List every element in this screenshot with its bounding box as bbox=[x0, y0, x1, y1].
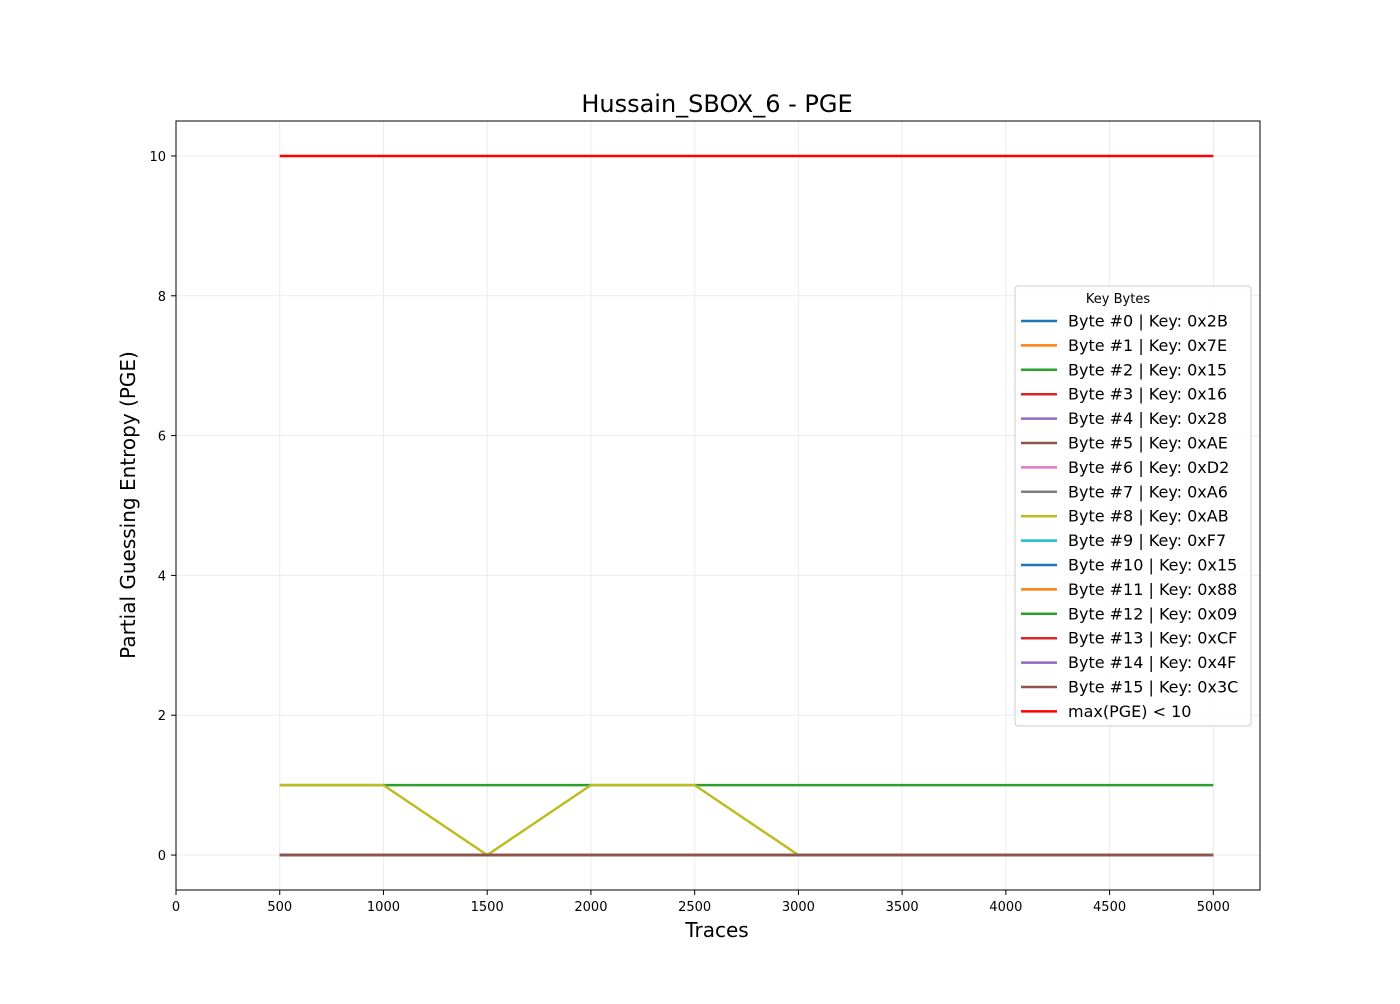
y-tick-label: 10 bbox=[149, 150, 166, 165]
legend-entry-label: Byte #12 | Key: 0x09 bbox=[1068, 604, 1237, 623]
legend-entry-label: Byte #14 | Key: 0x4F bbox=[1068, 653, 1236, 672]
x-tick-label: 3500 bbox=[886, 900, 919, 915]
legend-entry-label: Byte #4 | Key: 0x28 bbox=[1068, 409, 1227, 428]
x-axis-label: Traces bbox=[684, 918, 748, 942]
x-tick-label: 0 bbox=[172, 900, 180, 915]
legend-entry-label: Byte #13 | Key: 0xCF bbox=[1068, 629, 1237, 648]
legend-entry-label: Byte #1 | Key: 0x7E bbox=[1068, 336, 1227, 355]
legend-entry-label: Byte #3 | Key: 0x16 bbox=[1068, 385, 1227, 404]
x-tick-label: 4500 bbox=[1093, 900, 1126, 915]
legend-entry-label: Byte #0 | Key: 0x2B bbox=[1068, 312, 1228, 331]
x-tick-label: 1500 bbox=[471, 900, 504, 915]
x-tick-label: 1000 bbox=[367, 900, 400, 915]
x-tick-label: 4000 bbox=[989, 900, 1022, 915]
x-tick-label: 2500 bbox=[678, 900, 711, 915]
legend-entry-label: Byte #9 | Key: 0xF7 bbox=[1068, 531, 1226, 550]
chart-legend: Key Bytes Byte #0 | Key: 0x2B Byte #1 | Ke… bbox=[1014, 285, 1252, 727]
y-tick-label: 0 bbox=[158, 849, 166, 864]
y-tick-label: 6 bbox=[158, 430, 166, 445]
legend-entry-label: Byte #7 | Key: 0xA6 bbox=[1068, 482, 1228, 501]
legend-entry-label: Byte #8 | Key: 0xAB bbox=[1068, 507, 1229, 526]
x-tick-label: 3000 bbox=[782, 900, 815, 915]
legend-entry-label: max(PGE) < 10 bbox=[1068, 702, 1191, 721]
legend-entry-label: Byte #6 | Key: 0xD2 bbox=[1068, 458, 1229, 477]
plot-frame bbox=[175, 120, 1261, 891]
legend-entry-label: Byte #11 | Key: 0x88 bbox=[1068, 580, 1237, 599]
y-tick-label: 2 bbox=[158, 709, 166, 724]
legend-entry-label: Byte #5 | Key: 0xAE bbox=[1068, 434, 1228, 453]
chart-title: Hussain_SBOX_6 - PGE bbox=[581, 90, 852, 118]
x-tick-label: 5000 bbox=[1197, 900, 1230, 915]
legend-box bbox=[1014, 285, 1252, 727]
y-tick-label: 8 bbox=[158, 290, 166, 305]
y-tick-label: 4 bbox=[158, 569, 166, 584]
y-axis-label: Partial Guessing Entropy (PGE) bbox=[116, 351, 140, 659]
legend-entry-label: Byte #2 | Key: 0x15 bbox=[1068, 360, 1227, 379]
legend-title: Key Bytes bbox=[1086, 292, 1150, 307]
legend-entry-label: Byte #15 | Key: 0x3C bbox=[1068, 678, 1238, 697]
legend-entry-label: Byte #10 | Key: 0x15 bbox=[1068, 556, 1237, 575]
x-tick-label: 2000 bbox=[574, 900, 607, 915]
x-tick-label: 500 bbox=[267, 900, 292, 915]
